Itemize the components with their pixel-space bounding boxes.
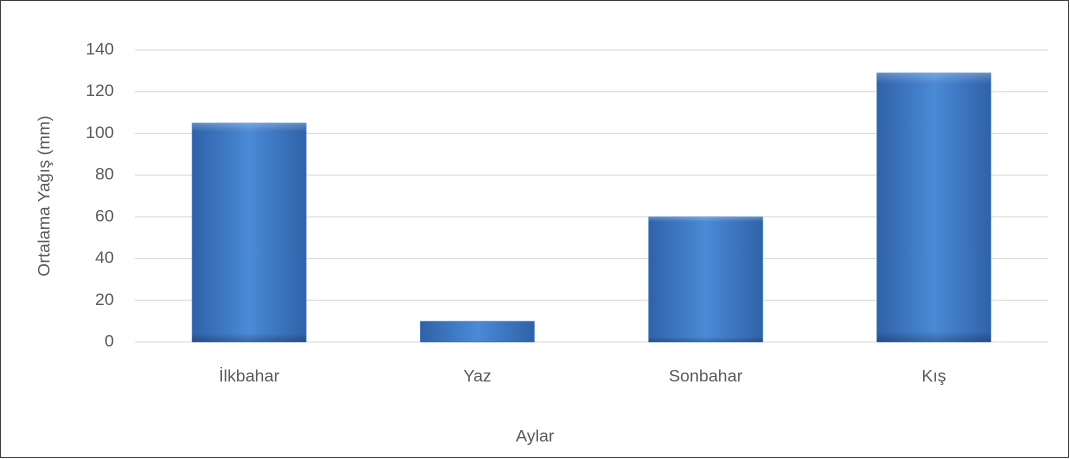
x-tick-label: Kış	[922, 366, 947, 385]
y-tick-label: 0	[105, 331, 114, 350]
y-axis-label: Ortalama Yağış (mm)	[34, 116, 53, 277]
y-tick-label: 80	[95, 165, 114, 184]
bar	[648, 216, 763, 343]
bar	[420, 320, 535, 343]
y-tick-label: 20	[95, 290, 114, 309]
y-tick-label: 140	[86, 39, 114, 58]
bar	[191, 122, 307, 343]
x-tick-label: İlkbahar	[219, 366, 280, 385]
x-tick-label: Sonbahar	[669, 366, 743, 385]
y-tick-label: 100	[86, 123, 114, 142]
x-tick-label: Yaz	[463, 366, 491, 385]
y-tick-label: 60	[95, 206, 114, 225]
x-axis-label: Aylar	[516, 426, 555, 445]
bar	[876, 72, 992, 343]
y-tick-label: 40	[95, 248, 114, 267]
y-tick-label: 120	[86, 81, 114, 100]
